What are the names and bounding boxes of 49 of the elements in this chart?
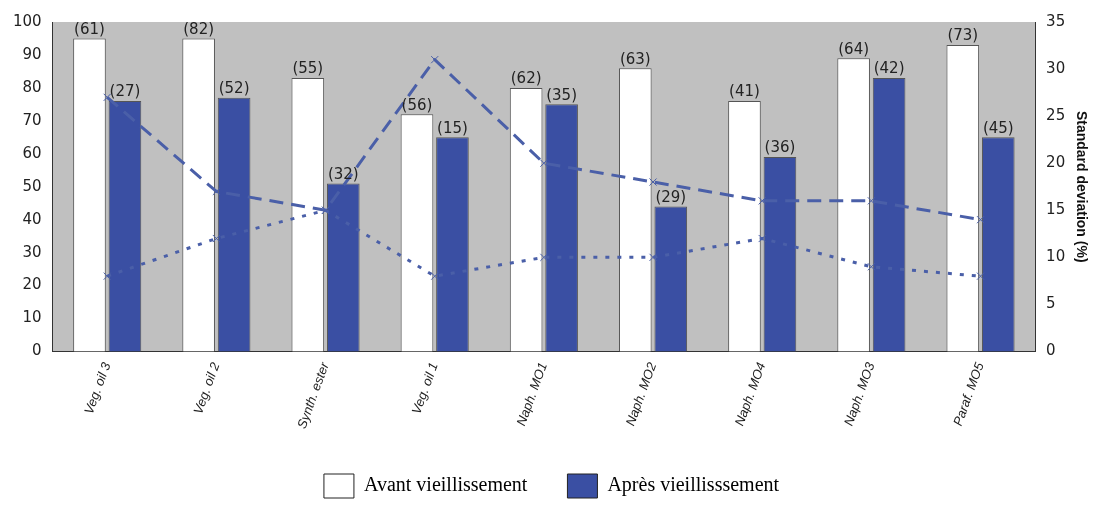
y2-tick-label: 20 bbox=[1046, 153, 1066, 172]
x-tick-label: Veg. oil 1 bbox=[408, 360, 441, 416]
legend-label: Après vieillisssement bbox=[607, 473, 780, 497]
x-tick-label: Naph. MO4 bbox=[731, 360, 769, 428]
x-tick-label: Veg. oil 2 bbox=[190, 359, 223, 416]
annotation: (52) bbox=[218, 79, 250, 98]
annotation: (27) bbox=[109, 82, 141, 101]
annotation: (55) bbox=[292, 59, 324, 78]
y2-tick-label: 30 bbox=[1046, 58, 1066, 77]
y-tick-label: 80 bbox=[22, 77, 42, 96]
x-tick-label: Naph. MO1 bbox=[513, 360, 551, 428]
annotation: (15) bbox=[437, 118, 468, 137]
annotation: (42) bbox=[873, 59, 905, 78]
y2-tick-label: 15 bbox=[1046, 200, 1066, 219]
y-tick-label: 70 bbox=[22, 110, 42, 129]
y-tick-label: 30 bbox=[22, 242, 42, 261]
annotation: (61) bbox=[74, 19, 105, 38]
y-tick-label: 20 bbox=[22, 275, 42, 294]
annotation: (64) bbox=[838, 39, 870, 58]
annotation: (36) bbox=[764, 138, 796, 157]
y2-tick-label: 25 bbox=[1046, 106, 1066, 125]
annotation: (41) bbox=[729, 82, 760, 101]
y2-tick-label: 5 bbox=[1046, 294, 1056, 313]
y2-tick-label: 10 bbox=[1046, 247, 1066, 266]
annotation: (63) bbox=[619, 49, 651, 68]
y-tick-label: 100 bbox=[12, 11, 42, 30]
annotation: (32) bbox=[327, 164, 359, 183]
x-tick-label: Naph. MO2 bbox=[622, 359, 660, 428]
y-tick-label: 40 bbox=[22, 209, 42, 228]
annotation: (82) bbox=[183, 19, 215, 38]
annotation: (73) bbox=[947, 26, 979, 45]
y2-tick-label: 35 bbox=[1046, 11, 1066, 30]
annotation: (29) bbox=[655, 187, 687, 206]
y-tick-label: 60 bbox=[22, 143, 42, 162]
annotation: (56) bbox=[401, 95, 433, 114]
annotation: (45) bbox=[982, 118, 1014, 137]
y-tick-label: 50 bbox=[22, 176, 42, 195]
legend-label: Avant vieillissement bbox=[363, 473, 528, 496]
y-tick-label: 90 bbox=[22, 44, 42, 63]
x-tick-label: Veg. oil 3 bbox=[80, 359, 114, 416]
x-tick-label: Naph. MO3 bbox=[840, 359, 878, 428]
y-tick-label: 10 bbox=[22, 308, 42, 327]
x-tick-label: Synth. ester bbox=[293, 359, 332, 431]
annotation: (62) bbox=[510, 69, 542, 88]
y2-axis-title: Standard deviation (%) bbox=[1073, 110, 1090, 263]
y-tick-label: 0 bbox=[32, 341, 42, 360]
annotation: (35) bbox=[546, 85, 578, 104]
y2-tick-label: 0 bbox=[1046, 341, 1056, 360]
x-tick-label: Paraf. MO5 bbox=[949, 359, 987, 428]
